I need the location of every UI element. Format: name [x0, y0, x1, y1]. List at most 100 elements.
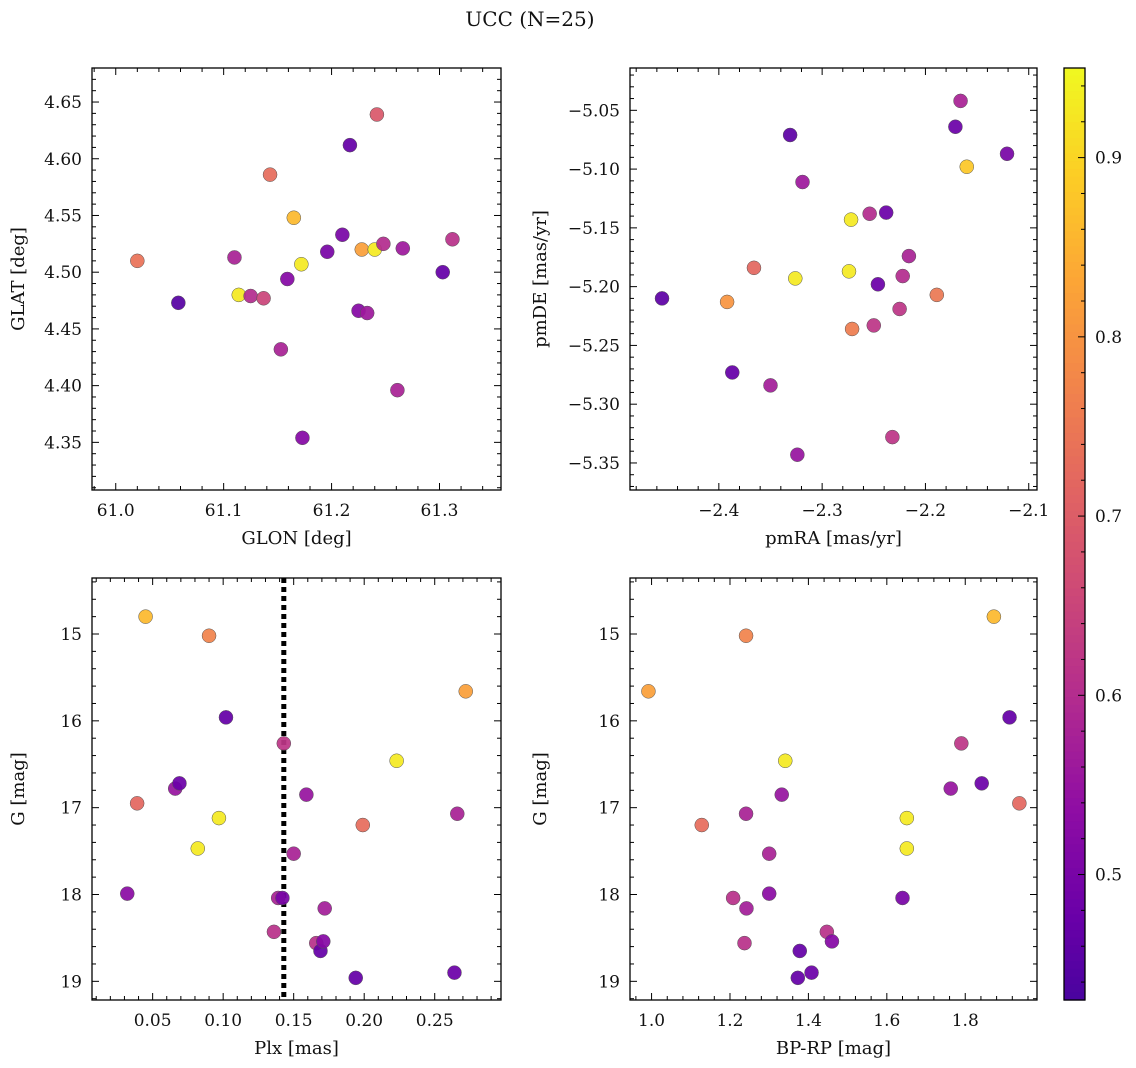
x-tick-label: 61.2 [313, 501, 351, 521]
colorbar-segment [1064, 634, 1085, 644]
colorbar-segment [1064, 611, 1085, 621]
y-tick-label: 17 [60, 799, 82, 819]
y-tick-label: −5.35 [568, 454, 620, 474]
colorbar-segment [1064, 541, 1085, 551]
y-tick-label: −5.05 [568, 101, 620, 121]
data-point [738, 806, 754, 821]
colorbar-segment [1064, 735, 1085, 745]
data-point [120, 886, 135, 901]
scatter-points [641, 609, 1027, 986]
colorbar-frame [1063, 67, 1086, 1001]
colorbar-segment [1064, 821, 1085, 830]
y-axis-label: pmDE [mas/yr] [530, 210, 551, 348]
colorbar-segment [1064, 308, 1085, 318]
colorbar-segment [1064, 658, 1085, 667]
colorbar-segment [1064, 401, 1085, 411]
colorbar-segment [1064, 91, 1085, 100]
data-point [447, 965, 462, 980]
colorbar-segment [1064, 231, 1085, 240]
y-tick-label: 4.35 [44, 433, 82, 453]
colorbar-segment [1064, 495, 1085, 504]
colorbar-gradient [1064, 68, 1085, 1001]
colorbar-segment [1064, 720, 1085, 729]
y-tick-label: −5.25 [568, 336, 620, 356]
colorbar-segment [1064, 930, 1085, 939]
data-point [1002, 710, 1017, 725]
colorbar-segment [1064, 448, 1085, 457]
data-point [335, 227, 350, 243]
data-point [841, 264, 857, 279]
colorbar-segment [1064, 596, 1085, 605]
data-point [719, 294, 735, 310]
colorbar-segment [1064, 277, 1085, 287]
data-point [275, 890, 290, 906]
figure-title: UCC (N=25) [465, 7, 594, 31]
data-point [129, 796, 145, 811]
data-point [790, 970, 806, 986]
panel-pmra-pmde: −2.4 −2.3 −2.2 −2.1 −5.35 −5.30 −5.25 −5.20 −5.1… [530, 67, 1049, 549]
data-point [172, 776, 187, 791]
colorbar-segment [1064, 479, 1085, 488]
panel-plx-g: 0.05 0.10 0.15 0.20 0.25 15 16 17 18 19 Plx [mas] G… [8, 577, 502, 1059]
colorbar-segment [1064, 852, 1085, 861]
colorbar-segment [1064, 642, 1085, 652]
data-point [390, 382, 405, 398]
data-point [792, 943, 808, 959]
colorbar-segment [1064, 899, 1085, 908]
colorbar-segment [1064, 269, 1085, 279]
data-point [844, 321, 860, 337]
y-axis-label: G [mag] [530, 752, 551, 825]
x-tick-label: 61.3 [421, 501, 459, 521]
colorbar-segment [1064, 751, 1085, 760]
x-tick-label: 1.8 [952, 1011, 979, 1031]
x-tick-label: 1.6 [873, 1011, 900, 1031]
data-point [376, 236, 391, 252]
data-point [201, 628, 217, 643]
colorbar-segment [1064, 510, 1085, 520]
colorbar-segment [1064, 712, 1085, 721]
data-point [295, 430, 310, 446]
colorbar-segment [1064, 906, 1085, 916]
scatter-points [130, 107, 460, 446]
colorbar-segment [1064, 666, 1085, 675]
colorbar-segment [1064, 339, 1085, 349]
data-point [276, 736, 292, 751]
data-point [694, 817, 710, 833]
data-point [138, 609, 153, 624]
colorbar-tick-label: 0.9 [1095, 149, 1122, 169]
x-tick-label: 0.25 [416, 1011, 454, 1031]
y-tick-label: −5.15 [568, 219, 620, 239]
colorbar-segment [1064, 456, 1085, 465]
colorbar-segment [1064, 588, 1085, 597]
colorbar-segment [1064, 798, 1085, 807]
colorbar-segment [1064, 937, 1085, 947]
y-tick-label: 15 [60, 625, 82, 645]
colorbar-segment [1064, 487, 1085, 496]
data-point [986, 609, 1002, 624]
scatter-points [120, 609, 473, 986]
colorbar-segment [1064, 168, 1085, 178]
data-point [130, 253, 145, 269]
x-tick-label: 0.10 [204, 1011, 242, 1031]
panel-bprp-g: 1.0 1.2 1.4 1.6 1.8 15 16 17 18 19 BP-RP [mag] G [m… [530, 577, 1038, 1059]
colorbar-segment [1064, 332, 1085, 341]
colorbar-segment [1064, 534, 1085, 543]
data-point [218, 710, 234, 725]
x-tick-label: −2.3 [801, 501, 842, 521]
data-point [286, 210, 302, 225]
colorbar-segment [1064, 782, 1085, 791]
x-tick-label: 61.0 [97, 501, 135, 521]
colorbar-segment [1064, 68, 1085, 77]
y-tick-label: 4.45 [44, 320, 82, 340]
data-point [1012, 796, 1027, 811]
data-point [348, 970, 363, 986]
y-tick-label: 16 [598, 712, 620, 732]
colorbar-segment [1064, 603, 1085, 613]
colorbar-segment [1064, 363, 1085, 372]
plot-frame [629, 67, 1038, 491]
data-point [974, 776, 989, 791]
colorbar-segment [1064, 223, 1085, 232]
colorbar-segment [1064, 518, 1085, 527]
colorbar-segment [1064, 370, 1085, 380]
